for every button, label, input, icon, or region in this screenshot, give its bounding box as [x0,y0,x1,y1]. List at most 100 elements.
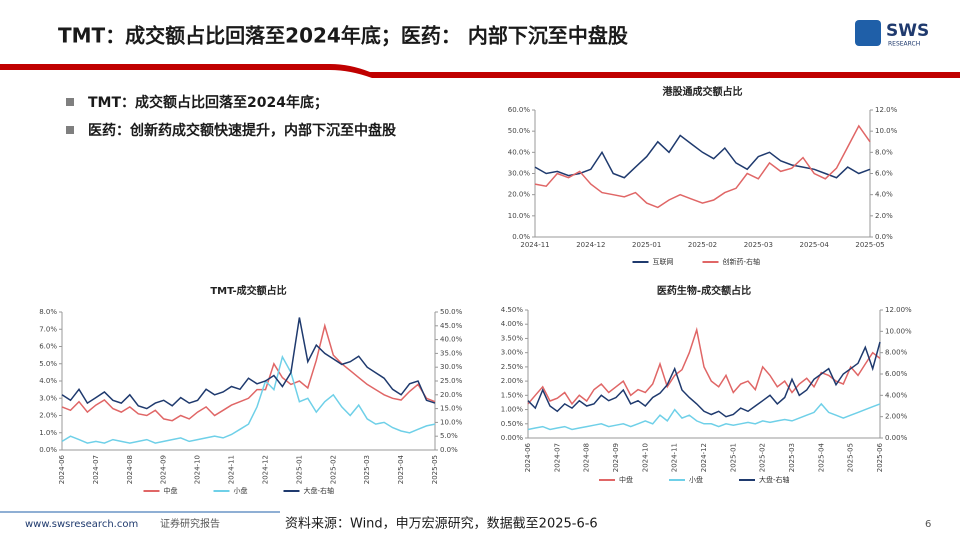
x-tick-label: 2024-10 [194,455,202,484]
x-tick-label: 2025-01 [295,455,303,484]
y2-tick-label: 35.0% [440,349,463,357]
y-tick-label: 3.0% [39,394,57,402]
y-tick-label: 1.50% [501,391,524,399]
y-tick-label: 30.0% [508,170,531,178]
x-tick-label: 2024-09 [160,455,168,484]
y2-tick-label: 15.0% [440,405,463,413]
x-tick-label: 2024-07 [92,455,100,484]
legend-label: 创新药-右轴 [723,257,761,266]
y-tick-label: 4.00% [501,320,524,328]
chart-title: TMT-成交额占比 [210,284,286,297]
slide-title: TMT：成交额占比回落至2024年底；医药： 内部下沉至中盘股 [58,24,628,48]
y2-tick-label: 6.0% [875,170,893,178]
y2-tick-label: 5.0% [440,432,458,440]
y-tick-label: 0.0% [39,446,57,454]
y-tick-label: 5.0% [39,360,57,368]
x-tick-label: 2025-04 [817,442,825,472]
x-tick-label: 2024-06 [524,442,532,472]
y-tick-label: 40.0% [508,148,531,156]
y-tick-label: 0.0% [512,233,530,241]
y-tick-label: 60.0% [508,106,531,114]
bullet: TMT：成交额占比回落至2024年底； [88,94,328,111]
bullet: 医药：创新药成交额快速提升，内部下沉至中盘股 [88,122,397,139]
x-tick-label: 2024-07 [553,443,561,472]
y-tick-label: 4.0% [39,377,57,385]
x-tick-label: 2025-01 [632,241,661,249]
logo: SWS [886,21,929,41]
series-line [61,354,436,444]
y2-tick-label: 4.0% [875,191,893,199]
y2-tick-label: 8.0% [875,148,893,156]
y2-tick-label: 12.00% [885,306,912,314]
y2-tick-label: 45.0% [440,322,463,330]
series-line [61,322,436,422]
x-tick-label: 2025-05 [855,241,884,249]
legend-label: 中盘 [619,475,633,484]
x-tick-label: 2025-03 [788,443,796,472]
y-tick-label: 1.00% [501,406,524,414]
y2-tick-label: 0.0% [440,446,458,454]
series-line [534,134,871,179]
y-tick-label: 1.0% [39,429,57,437]
y-tick-label: 6.0% [39,343,57,351]
x-tick-label: 2025-03 [363,455,371,484]
page-number: 6 [925,519,931,530]
y-tick-label: 3.50% [501,334,524,342]
y2-tick-label: 30.0% [440,363,463,371]
legend-label: 中盘 [164,486,178,495]
x-tick-label: 2024-09 [612,443,620,472]
source-note: 资料来源：Wind，申万宏源研究，数据截至2025-6-6 [285,517,598,532]
y2-tick-label: 0.00% [885,434,908,442]
chart-title: 港股通成交额占比 [663,85,743,98]
x-tick-label: 2024-12 [700,443,708,472]
y2-tick-label: 25.0% [440,377,463,385]
y-tick-label: 8.0% [39,308,57,316]
y-tick-label: 20.0% [508,191,531,199]
y-tick-label: 3.00% [501,349,524,357]
x-tick-label: 2024-10 [641,443,649,472]
y2-tick-label: 12.0% [875,106,898,114]
x-tick-label: 2025-02 [759,443,767,472]
series-line [527,402,881,431]
chart-title: 医药生物-成交额占比 [657,284,751,297]
legend-label: 大盘-右轴 [304,486,335,495]
y2-tick-label: 0.0% [875,233,893,241]
y-tick-label: 10.0% [508,212,531,220]
y2-tick-label: 40.0% [440,336,463,344]
y2-tick-label: 6.00% [885,370,908,378]
legend-label: 大盘-右轴 [759,475,790,484]
y-tick-label: 2.0% [39,412,57,420]
y2-tick-label: 2.00% [885,413,908,421]
y2-tick-label: 8.00% [885,349,908,357]
y2-tick-label: 10.00% [885,327,912,335]
y-tick-label: 0.50% [501,420,524,428]
y2-tick-label: 4.00% [885,391,908,399]
x-tick-label: 2025-04 [800,241,830,249]
header-band [0,64,960,78]
x-tick-label: 2024-06 [58,454,66,484]
bullet-mark [66,126,74,134]
x-tick-label: 2024-11 [671,443,679,472]
y-tick-label: 2.50% [501,363,524,371]
legend-label: 小盘 [689,475,703,484]
y-tick-label: 2.00% [501,377,524,385]
series-line [527,341,881,418]
x-tick-label: 2025-01 [729,443,737,472]
legend-label: 互联网 [653,257,674,266]
x-tick-label: 2025-05 [431,455,439,484]
y-tick-label: 50.0% [508,127,531,135]
x-tick-label: 2025-02 [329,455,337,484]
x-tick-label: 2024-12 [576,241,605,249]
x-tick-label: 2024-12 [261,455,269,484]
series-line [534,124,871,209]
x-tick-label: 2024-08 [126,455,134,484]
x-tick-label: 2025-03 [744,241,773,249]
footer-label: 证券研究报告 [160,517,220,530]
bullet-mark [66,98,74,106]
y-tick-label: 0.00% [501,434,524,442]
x-tick-label: 2025-05 [847,443,855,472]
y-tick-label: 4.50% [501,306,524,314]
y2-tick-label: 20.0% [440,391,463,399]
y2-tick-label: 10.0% [875,127,898,135]
